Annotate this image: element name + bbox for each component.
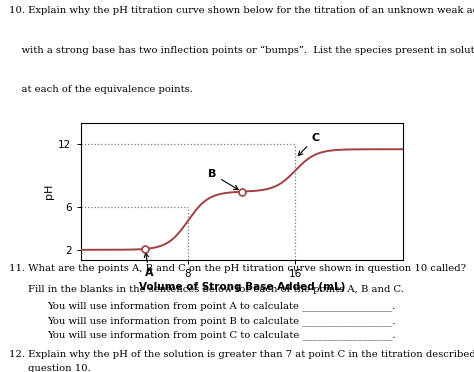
Text: 12. Explain why the pH of the solution is greater than 7 at point C in the titra: 12. Explain why the pH of the solution i… xyxy=(9,350,474,359)
Text: B: B xyxy=(208,169,238,190)
X-axis label: Volume of Strong Base Added (mL): Volume of Strong Base Added (mL) xyxy=(138,282,345,292)
Text: 11. What are the points ​A​, ​B​ and ​C​ on the pH titration curve shown in ques: 11. What are the points ​A​, ​B​ and ​C​… xyxy=(9,264,466,273)
Text: You will use information from point A to calculate __________________.: You will use information from point A to… xyxy=(47,302,396,311)
Text: at each of the equivalence points.: at each of the equivalence points. xyxy=(9,85,193,94)
Text: C: C xyxy=(298,132,319,155)
Text: You will use information from point C to calculate __________________.: You will use information from point C to… xyxy=(47,331,396,340)
Text: with a strong base has two inflection points or “bumps”.  List the species prese: with a strong base has two inflection po… xyxy=(9,45,474,55)
Y-axis label: pH: pH xyxy=(44,184,54,199)
Text: question 10.: question 10. xyxy=(28,364,91,372)
Text: Fill in the blanks in the sentences below for each of the points A, B and C.: Fill in the blanks in the sentences belo… xyxy=(28,285,404,294)
Text: You will use information from point B to calculate __________________.: You will use information from point B to… xyxy=(47,316,396,326)
Text: A: A xyxy=(144,253,154,278)
Text: 10. Explain why the pH titration curve shown below for the titration of an unkno: 10. Explain why the pH titration curve s… xyxy=(9,6,474,15)
